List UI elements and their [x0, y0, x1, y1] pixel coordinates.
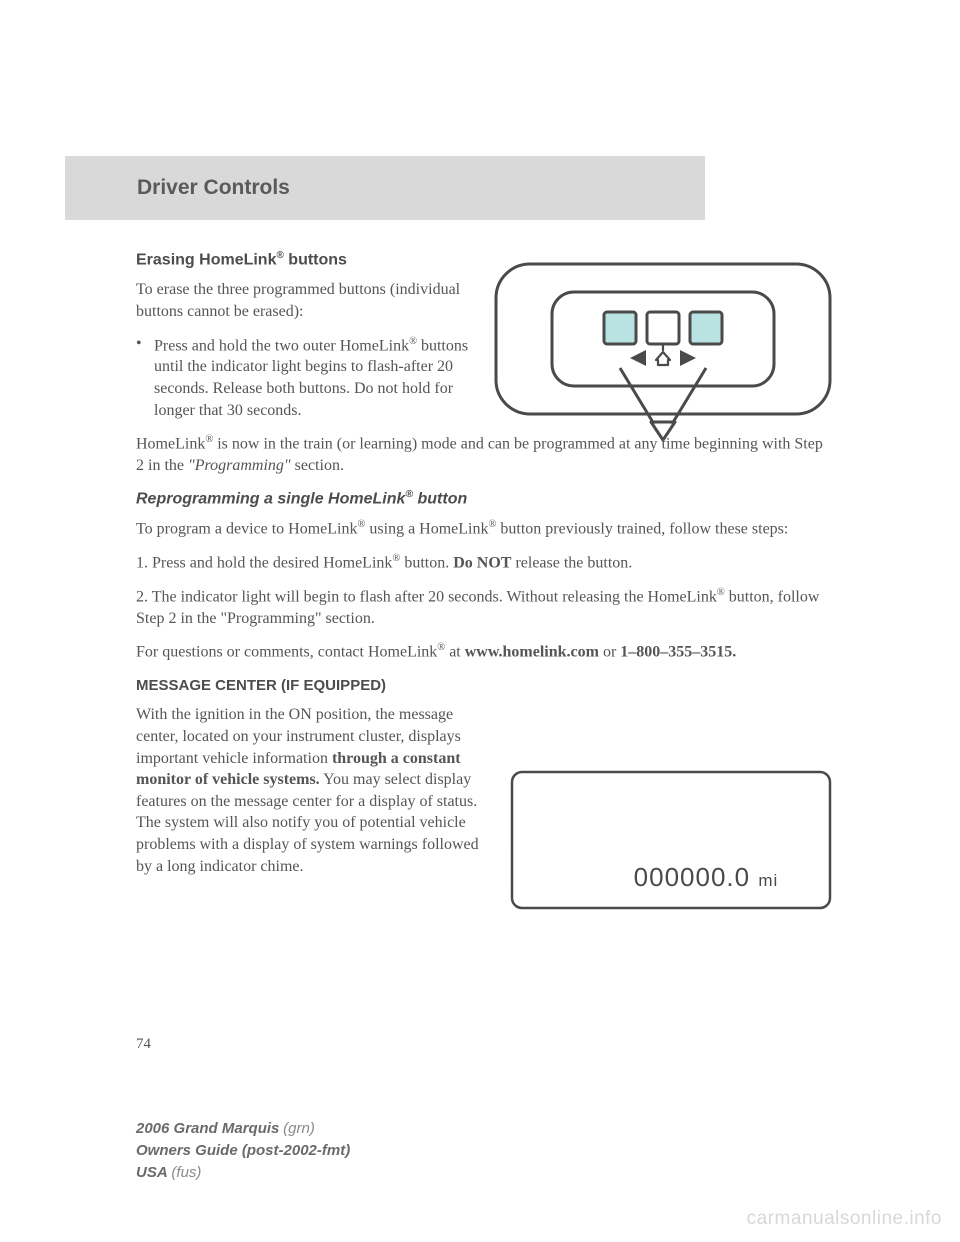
- registered-mark: ®: [276, 250, 283, 261]
- registered-mark: ®: [437, 642, 445, 653]
- reprog-p1: To program a device to HomeLink® using a…: [136, 518, 831, 540]
- message-center-heading: MESSAGE CENTER (IF EQUIPPED): [136, 677, 831, 694]
- reprog-p2: 1. Press and hold the desired HomeLink® …: [136, 552, 831, 574]
- erasing-intro: To erase the three programmed buttons (i…: [136, 279, 471, 322]
- reprog-p4: For questions or comments, contact HomeL…: [136, 641, 831, 663]
- registered-mark: ®: [409, 336, 417, 347]
- bullet-marker: •: [136, 335, 154, 422]
- erasing-after: HomeLink® is now in the train (or learni…: [136, 433, 831, 477]
- footer-line-1: 2006 Grand Marquis (grn): [136, 1118, 350, 1140]
- bullet-item: • Press and hold the two outer HomeLink®…: [136, 335, 471, 422]
- page-footer: 2006 Grand Marquis (grn) Owners Guide (p…: [136, 1118, 350, 1184]
- erasing-heading: Erasing HomeLink® buttons: [136, 250, 831, 269]
- section-header-bar: Driver Controls: [65, 156, 705, 220]
- reprogramming-heading: Reprogramming a single HomeLink® button: [136, 489, 831, 508]
- manual-page: Driver Controls 000000.0 mi: [0, 0, 960, 1242]
- registered-mark: ®: [405, 489, 413, 500]
- page-number: 74: [136, 1036, 151, 1053]
- section-header-title: Driver Controls: [137, 176, 290, 200]
- page-content: Erasing HomeLink® buttons To erase the t…: [136, 250, 831, 889]
- message-center-para: With the ignition in the ON position, th…: [136, 704, 831, 877]
- watermark: carmanualsonline.info: [747, 1208, 942, 1230]
- footer-line-2: Owners Guide (post-2002-fmt): [136, 1140, 350, 1162]
- registered-mark: ®: [717, 587, 725, 598]
- reprog-p3: 2. The indicator light will begin to fla…: [136, 586, 831, 630]
- footer-line-3: USA (fus): [136, 1162, 350, 1184]
- bullet-text: Press and hold the two outer HomeLink® b…: [154, 335, 471, 422]
